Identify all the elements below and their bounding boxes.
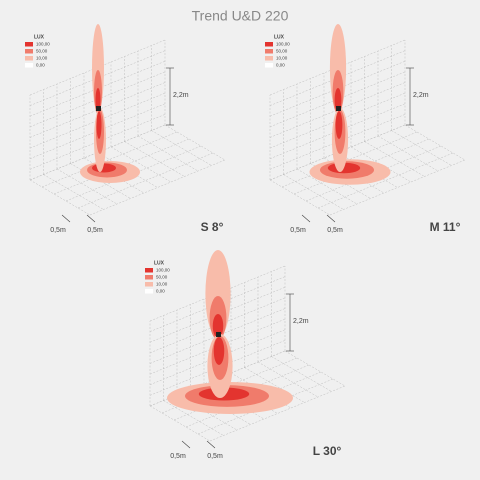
floor-grid (151, 130, 212, 166)
panel: 2,2m 0,5m 0,5m LUX 100,00 50,00 10,00 0,00 (25, 24, 226, 234)
legend-entry: 10,00 (36, 56, 48, 61)
floor-grid (377, 135, 439, 172)
legend-entry: 100,00 (36, 42, 50, 47)
floor-grid (350, 146, 412, 183)
dimension-line (301, 214, 311, 223)
beam-down (96, 111, 102, 139)
legend-entry: 100,00 (276, 42, 290, 47)
floor-grid (29, 179, 91, 216)
luminaire (336, 106, 341, 111)
panel: 2,2m 0,5m 0,5m LUX 100,00 50,00 10,00 0,00 (145, 250, 346, 460)
legend-entry: 0,00 (156, 289, 165, 294)
legend-swatch (145, 289, 153, 294)
floor-grid (244, 367, 305, 403)
luminaire (216, 332, 221, 337)
legend-swatch (145, 282, 153, 287)
legend-swatch (145, 275, 153, 280)
spacing-label: 0,5m (290, 227, 306, 234)
beam-label: M 11° (430, 220, 461, 234)
height-label: 2,2m (293, 318, 309, 325)
floor-grid (391, 130, 452, 166)
legend-swatch (25, 56, 33, 61)
spacing-label: 0,5m (50, 227, 66, 234)
title: Trend U&D 220 (192, 8, 289, 24)
dimension-line (326, 214, 336, 223)
floor-grid (284, 350, 346, 387)
legend-entry: 10,00 (156, 282, 168, 287)
floor-grid (271, 356, 332, 392)
legend-entry: 0,00 (36, 63, 45, 68)
beam-down (213, 337, 225, 365)
legend-entry: 50,00 (36, 49, 48, 54)
dimension-line (61, 214, 71, 223)
beam-label: S 8° (201, 220, 224, 234)
floor-grid (269, 179, 331, 216)
legend-swatch (145, 268, 153, 273)
floor-grid (149, 405, 211, 442)
floor-grid (43, 174, 104, 210)
legend-title: LUX (154, 260, 165, 266)
legend-swatch (25, 42, 33, 47)
height-label: 2,2m (413, 92, 429, 99)
height-label: 2,2m (173, 92, 189, 99)
legend-entry: 50,00 (276, 49, 288, 54)
panel: 2,2m 0,5m 0,5m LUX 100,00 50,00 10,00 0,00 (265, 24, 466, 234)
dimension-line (181, 440, 191, 449)
legend-swatch (25, 49, 33, 54)
floor-grid (296, 168, 358, 205)
legend-swatch (265, 42, 273, 47)
floor-grid (283, 174, 344, 210)
legend-title: LUX (274, 34, 285, 40)
legend-entry: 0,00 (276, 63, 285, 68)
beam-down (335, 111, 343, 139)
legend-entry: 100,00 (156, 268, 170, 273)
floor-grid (404, 124, 466, 161)
floor-grid (110, 146, 172, 183)
legend-swatch (25, 63, 33, 68)
floor-grid (337, 152, 398, 188)
floor-grid (124, 141, 185, 177)
spacing-label: 0,5m (87, 227, 103, 234)
floor-grid (56, 168, 118, 205)
dimension-line (86, 214, 96, 223)
legend-swatch (265, 56, 273, 61)
light-pool (92, 163, 116, 173)
dimension-line (206, 440, 216, 449)
floor-grid (364, 141, 425, 177)
legend-swatch (265, 49, 273, 54)
legend-entry: 50,00 (156, 275, 168, 280)
floor-grid (97, 152, 158, 188)
floor-grid (163, 400, 224, 436)
legend-title: LUX (34, 34, 45, 40)
floor-grid (257, 361, 319, 398)
floor-grid (164, 124, 226, 161)
luminaire (96, 106, 101, 111)
spacing-label: 0,5m (207, 453, 223, 460)
legend-swatch (265, 63, 273, 68)
spacing-label: 0,5m (170, 453, 186, 460)
floor-grid (70, 163, 131, 199)
legend-entry: 10,00 (276, 56, 288, 61)
floor-grid (137, 135, 199, 172)
spacing-label: 0,5m (327, 227, 343, 234)
beam-label: L 30° (313, 444, 342, 458)
